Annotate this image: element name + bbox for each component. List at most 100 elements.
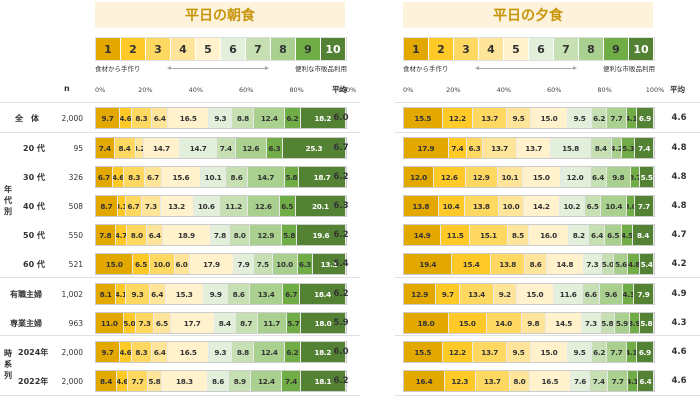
bar-segment: 7.7 xyxy=(128,371,148,391)
bar-segment: 6.3 xyxy=(297,254,314,274)
scale-box-10: 10 xyxy=(629,38,654,60)
bar-segment: 11.7 xyxy=(257,313,287,333)
bar-segment: 7.4 xyxy=(635,138,654,158)
bar-segment: 17.9 xyxy=(189,254,235,274)
bar-segment: 8.3 xyxy=(131,108,153,128)
group-label-age: 年代別 xyxy=(4,185,12,216)
row-label: 60 代 xyxy=(23,260,45,269)
bar-segment: 12.4 xyxy=(254,108,286,128)
bar-segment: 13.7 xyxy=(475,371,510,391)
average-value: 4.6 xyxy=(671,347,687,357)
bar-segment: 3.9 xyxy=(629,313,640,333)
axis-tick: 40% xyxy=(188,86,204,94)
bar-segment: 12.9 xyxy=(465,167,498,187)
bar-segment: 8.9 xyxy=(229,371,252,391)
bar-segment: 7.8 xyxy=(210,225,231,245)
row-divider xyxy=(0,395,360,396)
scale-box-9: 9 xyxy=(604,38,629,60)
row-n: 521 xyxy=(68,260,83,269)
bar-segment: 4.8 xyxy=(628,254,641,274)
bar-segment: 5.6 xyxy=(614,254,629,274)
scale-caption: 食材から手作り 便利な市販品利用 xyxy=(95,63,347,73)
bar-segment: 8.3 xyxy=(124,167,146,187)
average-value: 4.3 xyxy=(671,318,687,328)
stacked-bar: 9.7 4.6 8.3 6.4 16.5 9.3 8.8 12.4 6.2 18.2 xyxy=(95,341,347,363)
bar-segment: 4.6 xyxy=(120,342,132,362)
row-divider xyxy=(0,102,360,103)
bar-segment: 7.6 xyxy=(571,371,591,391)
stacked-bar: 15.0 6.5 10.0 6.0 17.9 7.9 7.5 10.0 6.3 13.1 xyxy=(95,253,347,275)
bar-segment: 7.4 xyxy=(590,371,609,391)
bar-segment: 14.0 xyxy=(486,313,522,333)
average-value: 4.6 xyxy=(671,376,687,386)
bar-segment: 7.3 xyxy=(142,196,161,216)
bar-segment: 10.4 xyxy=(601,196,628,216)
bar-segment: 12.0 xyxy=(404,167,434,187)
scale-box-2: 2 xyxy=(121,38,146,60)
avg-header: 平均 xyxy=(332,85,347,94)
scale-box-3: 3 xyxy=(146,38,171,60)
bar-segment: 8.0 xyxy=(509,371,530,391)
bar-segment: 15.0 xyxy=(530,342,569,362)
bar-segment: 5.8 xyxy=(600,313,615,333)
stacked-bar: 11.0 5.0 7.3 6.5 17.7 8.4 8.7 11.7 5.7 18.0 xyxy=(95,312,347,334)
row-n: 550 xyxy=(68,231,83,240)
scale-box-8: 8 xyxy=(271,38,296,60)
bar-segment: 11.5 xyxy=(441,225,470,245)
left-caption: 食材から手作り xyxy=(95,65,141,73)
bar-segment: 9.6 xyxy=(599,284,624,304)
bar-segment: 5.3 xyxy=(622,138,636,158)
bar-segment: 7.3 xyxy=(583,254,602,274)
row-label: 40 代 xyxy=(23,202,45,211)
scale-legend: 1 2 3 4 5 6 7 8 9 10 xyxy=(95,37,347,61)
stacked-bar: 12.012.612.910.115.012.06.49.83.75.5 xyxy=(403,166,655,188)
bar-segment: 3.2 xyxy=(135,138,144,158)
bar-segment: 6.9 xyxy=(636,342,654,362)
bar-segment: 18.7 xyxy=(299,167,346,187)
average-value: 6.2 xyxy=(333,230,349,240)
bar-segment: 6.0 xyxy=(174,254,190,274)
bar-segment: 9.9 xyxy=(203,284,229,304)
bar-segment: 16.5 xyxy=(168,108,210,128)
scale-box-9: 9 xyxy=(296,38,321,60)
scale-box-3: 3 xyxy=(454,38,479,60)
row-n: 963 xyxy=(68,319,83,328)
stacked-bar: 19.4 15.4 13.8 8.6 14.8 7.3 5.0 5.6 4.8 5.4 xyxy=(403,253,655,275)
row-label: 有職主婦 xyxy=(10,290,42,299)
bar-segment: 15.3 xyxy=(165,284,204,304)
bar-segment: 8.8 xyxy=(232,342,255,362)
bar-segment: 10.6 xyxy=(193,196,220,216)
bar-segment: 6.4 xyxy=(147,225,164,245)
axis-tick: 100% xyxy=(337,86,357,94)
bar-segment: 10.0 xyxy=(149,254,175,274)
bar-segment: 9.7 xyxy=(96,342,121,362)
bar-segment: 8.6 xyxy=(207,371,230,391)
scale-box-10: 10 xyxy=(321,38,346,60)
bar-segment: 13.8 xyxy=(464,196,499,216)
bar-segment: 7.8 xyxy=(96,225,116,245)
double-arrow-icon xyxy=(474,65,577,70)
axis-tick: 100% xyxy=(645,86,665,94)
bar-segment: 15.5 xyxy=(404,342,443,362)
bar-segment: 4.6 xyxy=(120,108,132,128)
bar-segment: 8.4 xyxy=(96,371,117,391)
axis-tick: 20% xyxy=(446,86,461,94)
axis-tick: 0% xyxy=(95,86,106,94)
bar-segment: 4.1 xyxy=(626,342,637,362)
bar-segment: 13.7 xyxy=(473,108,508,128)
bar-segment: 7.7 xyxy=(608,371,628,391)
bar-segment: 6.5 xyxy=(154,313,171,333)
bar-segment: 18.0 xyxy=(301,313,346,333)
bar-segment: 8.0 xyxy=(127,225,148,245)
bar-segment: 7.4 xyxy=(96,138,115,158)
bar-segment: 7.4 xyxy=(448,138,468,158)
bar-segment: 15.6 xyxy=(161,167,201,187)
stacked-bar: 13.810.413.810.014.210.26.510.43.07.7 xyxy=(403,195,655,217)
bar-segment: 10.0 xyxy=(499,196,524,216)
bar-segment: 6.4 xyxy=(637,371,654,391)
scale-box-7: 7 xyxy=(554,38,579,60)
bar-segment: 8.4 xyxy=(214,313,236,333)
bar-segment: 6.2 xyxy=(591,108,608,128)
bar-segment: 12.2 xyxy=(442,108,474,128)
bar-segment: 10.1 xyxy=(200,167,227,187)
